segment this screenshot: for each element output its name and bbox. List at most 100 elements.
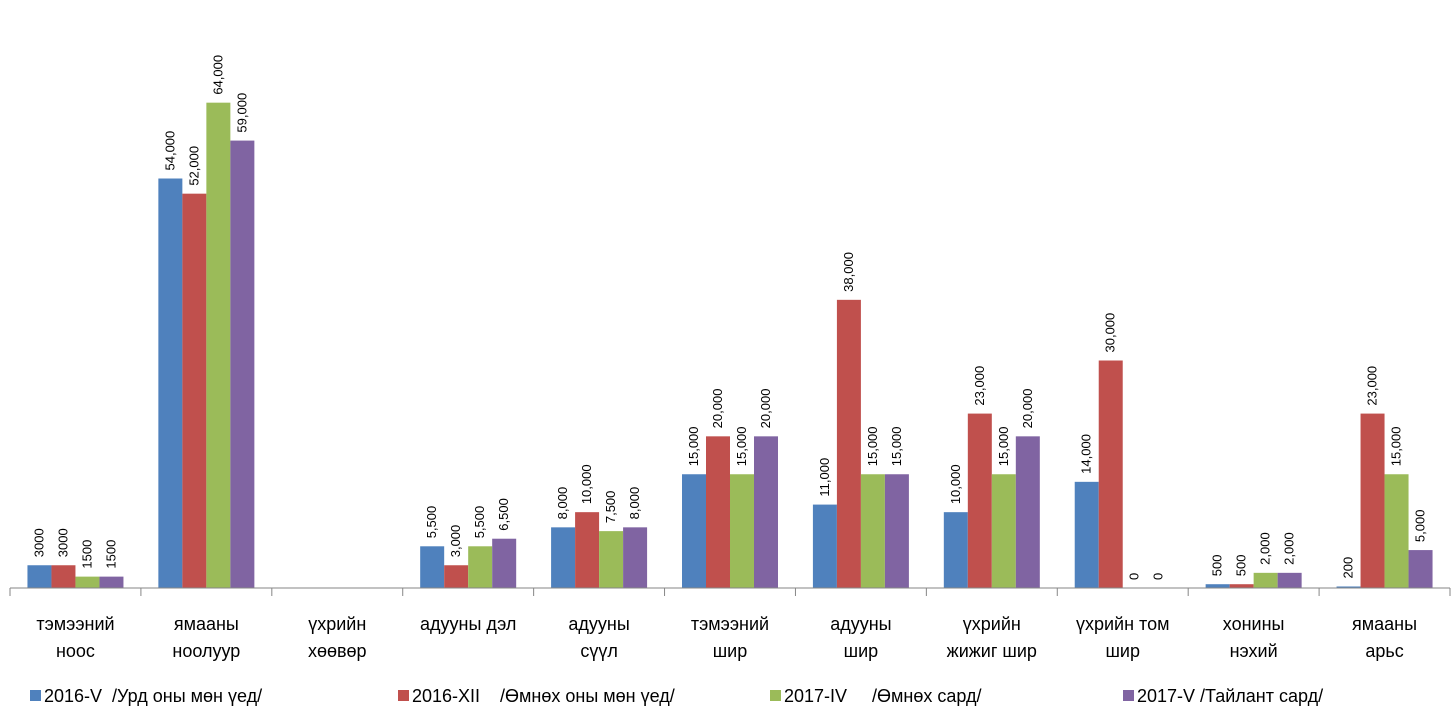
bar-1-3	[230, 140, 255, 589]
category-label-0-1: ноос	[56, 641, 95, 661]
bar-6-2	[860, 474, 885, 588]
bar-5-0	[682, 474, 706, 588]
data-label-8-1: 30,000	[1103, 313, 1118, 353]
bar-6-3	[884, 474, 909, 588]
category-label-4-1: сүүл	[580, 641, 618, 661]
legend-label-2: 2017-IV /Өмнөх сард/	[784, 686, 982, 706]
data-label-10-0: 200	[1341, 557, 1356, 579]
category-label-7-1: жижиг шир	[947, 641, 1037, 661]
bar-10-1	[1360, 413, 1385, 588]
bar-4-1	[575, 512, 600, 588]
category-label-2-1: хөөвөр	[308, 641, 367, 661]
category-label-0-0: тэмээний	[36, 614, 114, 634]
data-label-9-1: 500	[1234, 555, 1249, 577]
category-label-6-1: шир	[844, 641, 879, 661]
bar-10-0	[1336, 586, 1361, 588]
data-label-3-2: 5,500	[472, 506, 487, 539]
bar-7-2	[991, 474, 1016, 588]
legend-swatch-2	[770, 690, 781, 701]
bar-5-3	[754, 436, 778, 588]
bar-3-3	[492, 538, 517, 588]
data-label-4-0: 8,000	[555, 487, 570, 520]
data-label-0-3: 1500	[103, 540, 118, 569]
bar-4-0	[551, 527, 576, 588]
bar-0-3	[99, 576, 124, 588]
category-label-1-0: ямааны	[174, 614, 239, 634]
data-label-0-0: 3000	[31, 528, 46, 557]
category-label-9-0: хонины	[1223, 614, 1285, 634]
category-label-9-1: нэхий	[1230, 641, 1278, 661]
data-label-3-1: 3,000	[448, 525, 463, 558]
bar-7-1	[967, 413, 992, 588]
bar-6-0	[812, 504, 837, 588]
bar-0-2	[75, 576, 100, 588]
bar-4-2	[599, 531, 624, 588]
data-label-3-3: 6,500	[496, 498, 511, 531]
legend-swatch-3	[1123, 690, 1134, 701]
bar-3-1	[444, 565, 469, 588]
bar-6-1	[836, 299, 861, 588]
bar-1-0	[158, 178, 183, 588]
data-label-7-3: 20,000	[1020, 389, 1035, 429]
bar-0-1	[51, 565, 76, 588]
data-label-4-2: 7,500	[603, 491, 618, 524]
data-label-9-2: 2,000	[1258, 532, 1273, 565]
x-axis	[9, 587, 1451, 596]
data-label-9-0: 500	[1210, 555, 1225, 577]
data-label-9-3: 2,000	[1282, 532, 1297, 565]
data-label-5-1: 20,000	[710, 389, 725, 429]
category-label-1-1: ноолуур	[172, 641, 240, 661]
data-label-0-2: 1500	[79, 540, 94, 569]
data-label-6-2: 15,000	[865, 426, 880, 466]
data-label-6-0: 11,000	[817, 458, 832, 497]
legend-swatch-1	[398, 690, 409, 701]
data-label-10-3: 5,000	[1413, 510, 1428, 543]
bar-7-3	[1015, 436, 1040, 588]
bar-9-3	[1277, 572, 1302, 588]
category-label-8-0: үхрийн том	[1076, 614, 1170, 634]
legend: 2016-V /Урд оны мөн үед/2016-XII /Өмнөх …	[30, 686, 1323, 706]
bar-9-2	[1253, 572, 1278, 588]
data-label-4-1: 10,000	[579, 464, 594, 504]
bar-10-2	[1384, 474, 1409, 588]
category-label-5-0: тэмээний	[691, 614, 769, 634]
bar-4-3	[623, 527, 648, 588]
data-label-8-0: 14,000	[1079, 434, 1094, 474]
bar-9-1	[1229, 584, 1254, 588]
bar-5-1	[706, 436, 730, 588]
category-label-10-1: арьс	[1365, 641, 1403, 661]
category-label-5-1: шир	[713, 641, 748, 661]
bar-3-2	[468, 546, 493, 588]
category-label-3-0: адууны дэл	[420, 614, 516, 634]
data-label-5-0: 15,000	[686, 426, 701, 466]
data-label-4-3: 8,000	[627, 487, 642, 520]
data-label-1-2: 64,000	[210, 55, 225, 95]
data-label-3-0: 5,500	[424, 506, 439, 539]
data-label-6-1: 38,000	[841, 252, 856, 292]
bar-1-2	[206, 102, 231, 589]
legend-label-3: 2017-V /Тайлант сард/	[1137, 686, 1323, 706]
bar-8-0	[1074, 481, 1099, 588]
category-label-6-0: адууны	[830, 614, 891, 634]
bar-10-3	[1408, 550, 1433, 588]
bar-9-0	[1205, 584, 1230, 588]
data-label-8-3: 0	[1151, 573, 1166, 580]
data-label-7-0: 10,000	[948, 464, 963, 504]
category-label-2-0: үхрийн	[308, 614, 366, 634]
data-label-1-1: 52,000	[186, 146, 201, 186]
legend-label-0: 2016-V /Урд оны мөн үед/	[44, 686, 262, 706]
data-label-10-2: 15,000	[1389, 426, 1404, 466]
category-label-8-1: шир	[1105, 641, 1140, 661]
bar-0-0	[27, 565, 52, 588]
legend-label-1: 2016-XII /Өмнөх оны мөн үед/	[412, 686, 675, 706]
bar-7-0	[943, 512, 968, 588]
bar-5-2	[730, 474, 754, 588]
data-label-1-0: 54,000	[162, 131, 177, 171]
data-label-1-3: 59,000	[234, 93, 249, 133]
data-label-5-3: 20,000	[758, 389, 773, 429]
data-label-0-1: 3000	[55, 528, 70, 557]
data-label-5-2: 15,000	[734, 426, 749, 466]
bar-1-1	[182, 193, 207, 588]
bar-3-0	[420, 546, 445, 588]
